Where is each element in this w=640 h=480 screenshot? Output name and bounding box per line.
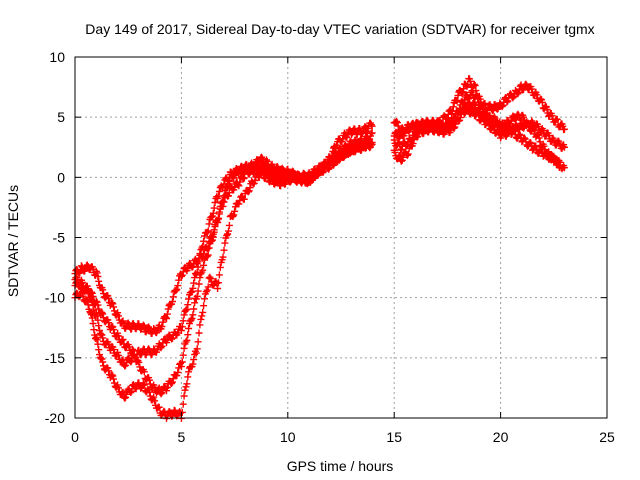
x-axis-label: GPS time / hours bbox=[287, 458, 394, 474]
y-tick-label: 10 bbox=[49, 49, 65, 65]
y-tick-label: -20 bbox=[45, 410, 65, 426]
y-tick-label: -10 bbox=[45, 290, 65, 306]
x-tick-label: 10 bbox=[280, 429, 296, 445]
data-points bbox=[71, 75, 568, 422]
axis-ticks: 0 5 10 15 20 25 -20 -15 -10 -5 0 5 10 bbox=[45, 49, 615, 445]
chart-title: Day 149 of 2017, Sidereal Day-to-day VTE… bbox=[85, 21, 594, 37]
x-tick-label: 5 bbox=[178, 429, 186, 445]
grid bbox=[75, 57, 607, 418]
y-tick-label: -15 bbox=[45, 350, 65, 366]
series-track-c bbox=[71, 104, 564, 422]
x-tick-label: 15 bbox=[386, 429, 402, 445]
y-tick-label: -5 bbox=[53, 230, 66, 246]
y-tick-label: 5 bbox=[57, 109, 65, 125]
x-tick-label: 20 bbox=[493, 429, 509, 445]
y-axis-label: SDTVAR / TECUs bbox=[5, 185, 21, 297]
y-tick-label: 0 bbox=[57, 169, 65, 185]
x-tick-label: 0 bbox=[71, 429, 79, 445]
series-markers bbox=[71, 104, 564, 422]
x-tick-label: 25 bbox=[599, 429, 615, 445]
